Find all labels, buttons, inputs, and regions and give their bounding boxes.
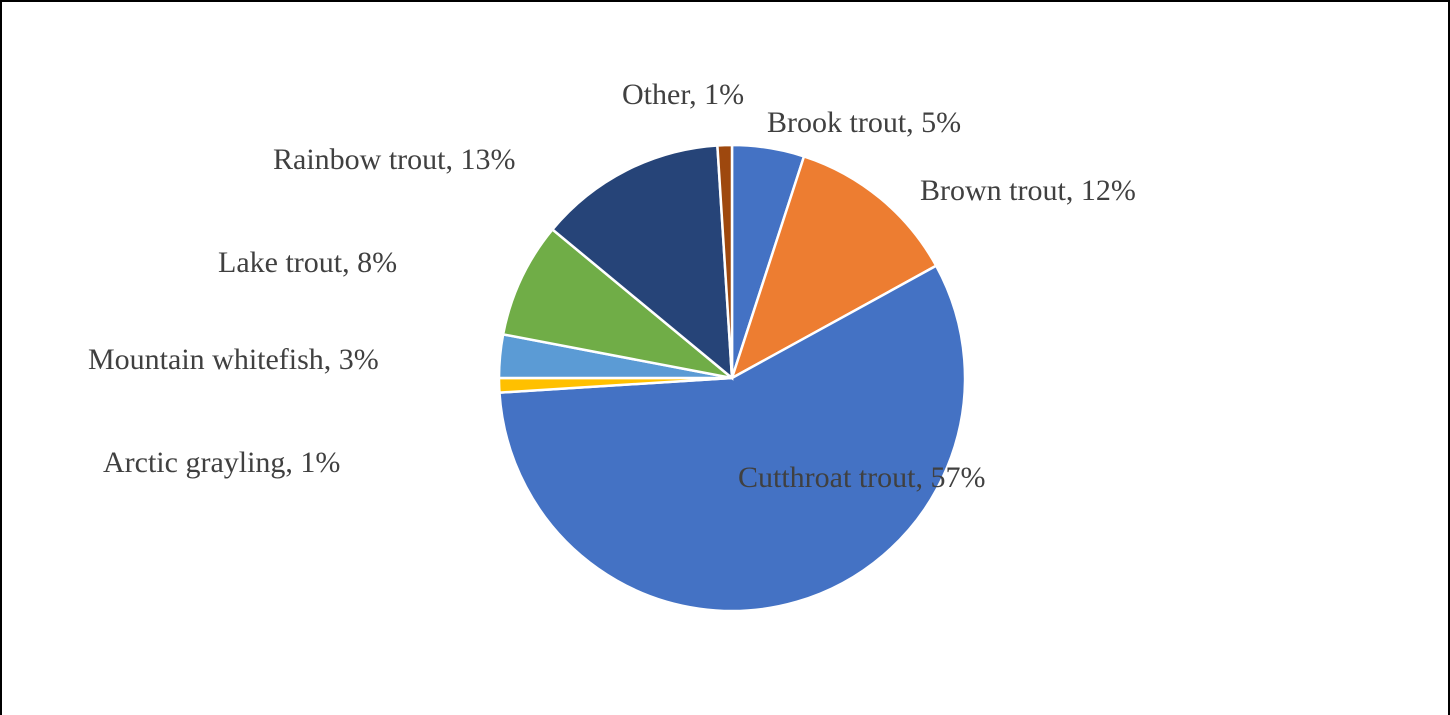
pie-slice — [498, 264, 967, 613]
pie-slice — [501, 227, 733, 380]
pie-slice — [550, 144, 734, 381]
data-label: Cutthroat trout, 57% — [738, 461, 985, 494]
data-label: Rainbow trout, 13% — [273, 143, 515, 176]
data-label: Lake trout, 8% — [218, 246, 397, 279]
data-label: Arctic grayling, 1% — [103, 446, 340, 479]
pie — [497, 143, 967, 613]
labels: Brook trout, 5% Brown trout, 12% Cutthroat… — [88, 78, 1136, 494]
data-label: Brook trout, 5% — [767, 106, 961, 139]
pie-slice — [729, 154, 938, 381]
data-label: Other, 1% — [622, 78, 744, 111]
data-label: Mountain whitefish, 3% — [88, 343, 379, 376]
pie-slice — [716, 143, 734, 379]
data-label: Brown trout, 12% — [920, 174, 1136, 207]
